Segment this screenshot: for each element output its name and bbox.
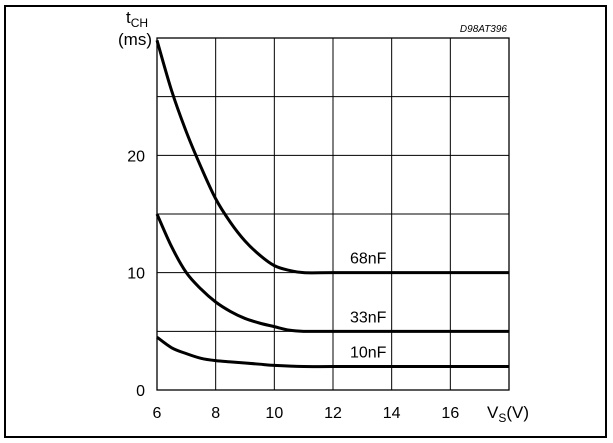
y-tick-label: 10 — [127, 266, 145, 283]
y-tick-label: 0 — [136, 383, 145, 400]
grid — [157, 38, 509, 390]
series-line-33nF — [155, 213, 509, 333]
y-axis-unit: (ms) — [118, 30, 152, 49]
y-axis-label-sub: CH — [131, 16, 148, 30]
series-group: 68nF 33nF 10nF — [155, 39, 509, 369]
x-tick-label: 14 — [383, 405, 401, 422]
y-axis-label-main: t — [126, 8, 131, 27]
x-axis-label-main: V — [487, 403, 499, 422]
x-tick-label: 16 — [441, 405, 459, 422]
series-line-68nF — [155, 39, 509, 275]
series-label-10nF: 10nF — [350, 345, 387, 362]
series-label-68nF: 68nF — [350, 251, 387, 268]
series-label-33nF: 33nF — [350, 309, 387, 326]
x-axis-label-unit: (V) — [506, 403, 529, 422]
y-axis-label: tCH — [126, 8, 148, 30]
series-line-10nF — [156, 335, 509, 369]
x-axis-label: VS(V) — [487, 403, 529, 425]
figure-code: D98AT396 — [460, 24, 508, 35]
x-tick-label: 10 — [265, 405, 283, 422]
x-axis-label-sub: S — [498, 411, 506, 425]
x-tick-label: 12 — [324, 405, 342, 422]
x-tick-label: 6 — [153, 405, 162, 422]
y-tick-label: 20 — [127, 148, 145, 165]
x-tick-label: 8 — [211, 405, 220, 422]
figure-frame — [4, 5, 607, 438]
tick-labels: 6 8 10 12 14 16 0 10 20 — [127, 148, 459, 422]
